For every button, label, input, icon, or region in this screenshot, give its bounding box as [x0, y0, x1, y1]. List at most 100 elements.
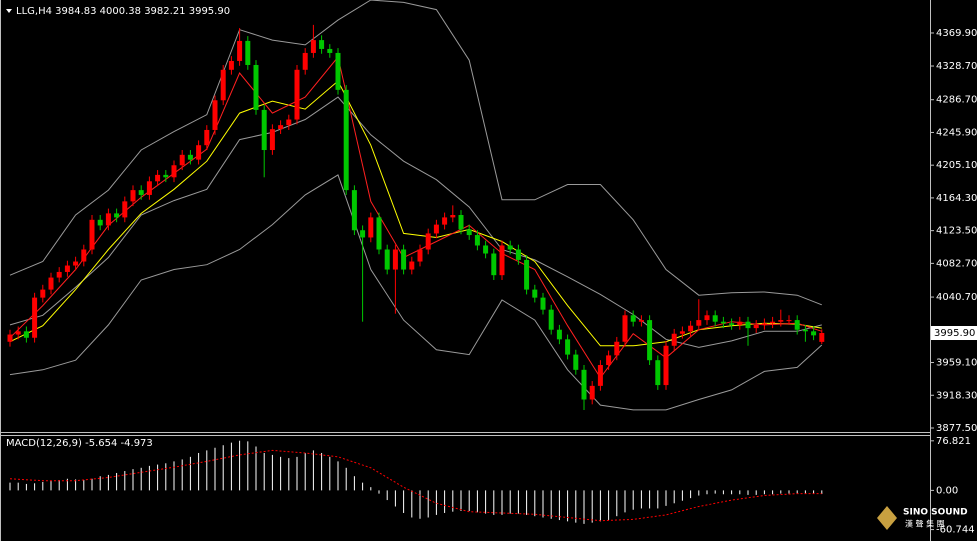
y-tick-label: 3959.10	[936, 358, 977, 369]
candle-body	[614, 341, 620, 356]
candle-body	[237, 40, 243, 61]
candle-body	[105, 213, 111, 226]
candle-body	[737, 321, 743, 325]
candle-body	[425, 233, 431, 250]
candle-body	[778, 320, 784, 322]
candle-body	[565, 339, 571, 355]
candle-body	[155, 174, 161, 182]
candle-body	[679, 331, 685, 334]
candle-body	[97, 219, 103, 226]
candle-body	[401, 249, 407, 270]
y-tick-label: 4164.30	[936, 193, 977, 204]
candle-body	[647, 320, 653, 361]
candle-body	[130, 190, 136, 202]
candle-body	[327, 48, 333, 53]
candle-body	[688, 325, 694, 332]
y-tick-label: 3918.30	[936, 390, 977, 401]
y-tick-label: -60.744	[936, 525, 975, 536]
candle-body	[286, 119, 292, 126]
candle-body	[729, 323, 735, 325]
candle-body	[433, 224, 439, 234]
y-tick-label: 4245.90	[936, 127, 977, 138]
logo-subtext: 漢 聲 集 團	[905, 519, 945, 529]
logo: SINO SOUND 漢 聲 集 團	[877, 506, 968, 530]
candle-body	[606, 355, 612, 366]
indicator-line	[9, 0, 822, 306]
candle-body	[146, 181, 152, 195]
candle-body	[204, 129, 210, 146]
y-tick-label: 76.821	[936, 436, 971, 447]
candle-body	[458, 214, 464, 230]
candle-body	[261, 109, 267, 151]
candle-body	[811, 331, 817, 336]
candle-body	[294, 69, 300, 120]
candle-body	[319, 40, 325, 49]
y-tick-label: 3877.50	[936, 423, 977, 434]
y-tick-label: 4082.70	[936, 258, 977, 269]
y-tick-label: 4205.10	[936, 160, 977, 171]
logo-text: SINO SOUND	[903, 508, 968, 518]
candle-body	[597, 365, 603, 386]
candle-body	[351, 190, 357, 231]
y-tick-label: 4123.50	[936, 226, 977, 237]
candle-body	[360, 230, 366, 238]
candle-body	[745, 321, 751, 329]
candle-body	[409, 261, 415, 270]
candle-body	[663, 345, 669, 386]
candle-body	[712, 315, 718, 322]
candle-body	[89, 219, 95, 250]
candle-body	[269, 129, 275, 151]
candle-body	[368, 217, 374, 238]
candle-body	[524, 259, 530, 290]
candle-body	[655, 360, 661, 386]
indicator-line	[9, 174, 823, 411]
candle-body	[696, 320, 702, 326]
candle-body	[392, 249, 398, 270]
candle-body	[56, 271, 62, 278]
indicator-line	[9, 96, 822, 348]
candle-body	[556, 329, 562, 340]
candle-body	[212, 100, 218, 130]
candle-body	[515, 249, 521, 260]
last-price-box	[931, 326, 977, 341]
candle-body	[761, 323, 767, 325]
candle-body	[23, 331, 29, 338]
candle-body	[581, 369, 587, 400]
logo-icon	[877, 506, 897, 530]
candle-body	[753, 324, 759, 329]
candle-body	[630, 315, 636, 322]
candle-body	[122, 201, 128, 218]
candle-body	[532, 289, 538, 298]
y-tick-label: 4369.90	[936, 28, 977, 39]
candle-body	[540, 297, 546, 310]
candle-body	[253, 64, 259, 110]
candle-body	[81, 249, 87, 262]
candle-body	[507, 245, 513, 250]
candle-body	[794, 320, 800, 330]
candle-body	[483, 245, 489, 254]
candle-body	[48, 277, 54, 290]
candle-body	[450, 214, 456, 218]
y-tick-label: 0.00	[936, 485, 958, 496]
y-tick-label: 4040.70	[936, 292, 977, 303]
candle-body	[187, 154, 193, 160]
candle-body	[589, 385, 595, 400]
candle-body	[499, 245, 505, 276]
candle-body	[220, 69, 226, 101]
candle-body	[335, 52, 341, 90]
candle-body	[73, 261, 79, 266]
candle-body	[302, 52, 308, 70]
candle-body	[278, 125, 284, 130]
candle-body	[802, 329, 808, 332]
candle-body	[64, 265, 70, 272]
candle-body	[7, 334, 13, 342]
candle-body	[40, 289, 46, 298]
macd-title: MACD(12,26,9) -5.654 -4.973	[6, 438, 153, 449]
candle-body	[179, 154, 185, 166]
candle-body	[15, 331, 21, 335]
candle-body	[196, 145, 202, 160]
menu-arrow	[6, 9, 12, 13]
candle-body	[114, 213, 120, 218]
